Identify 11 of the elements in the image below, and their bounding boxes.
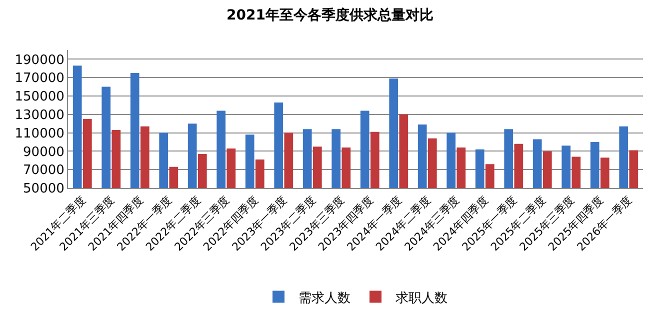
y-tick-label: 110000 <box>14 126 64 142</box>
chart-title: 2021年至今各季度供求总量对比 <box>226 6 434 24</box>
y-tick-label: 130000 <box>14 108 64 123</box>
legend-label: 求职人数 <box>396 290 448 306</box>
y-tick-label: 70000 <box>23 163 64 178</box>
legend-label: 需求人数 <box>298 290 350 306</box>
y-tick-label: 50000 <box>23 182 64 197</box>
y-tick-label: 170000 <box>14 71 64 86</box>
y-tick-label: 190000 <box>14 52 64 68</box>
y-tick-label: 90000 <box>23 144 64 160</box>
y-tick-label: 150000 <box>14 90 64 105</box>
